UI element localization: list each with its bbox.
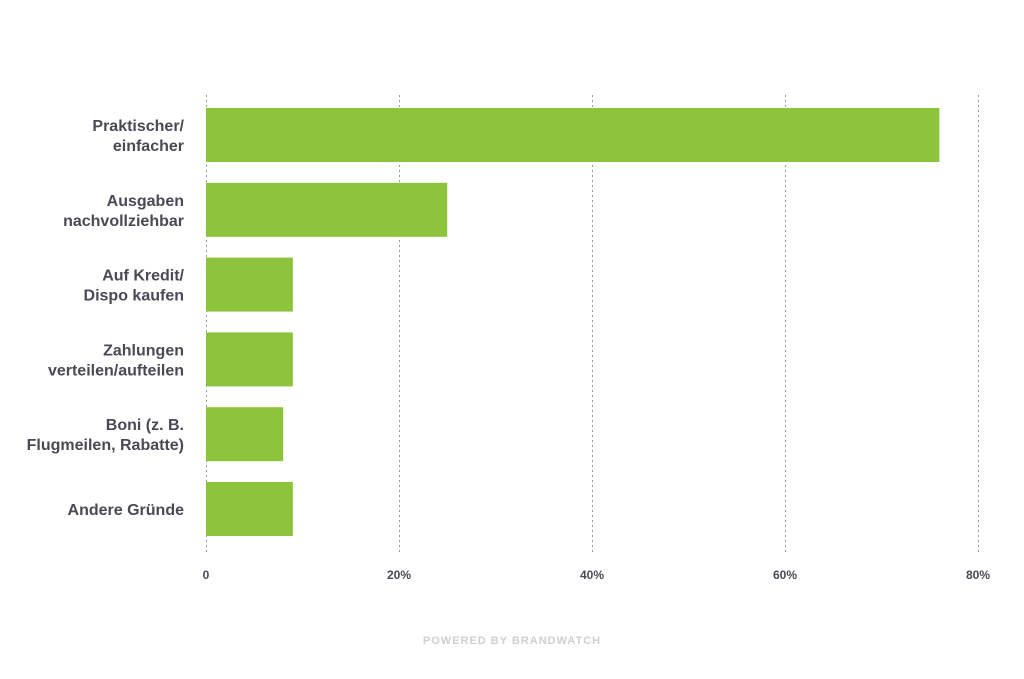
category-label-line: Andere Gründe: [68, 502, 185, 519]
category-label-line: verteilen/aufteilen: [48, 362, 184, 379]
bars: [206, 108, 940, 536]
category-label-line: einfacher: [113, 138, 184, 155]
category-label-line: Dispo kaufen: [84, 288, 184, 305]
x-tick-label: 80%: [966, 568, 990, 582]
category-label-4: Boni (z. B. Flugmeilen, Rabatte): [27, 417, 184, 454]
category-label-line: nachvollziehbar: [63, 213, 184, 230]
bar-0: [206, 108, 940, 162]
category-label-line: Zahlungen: [103, 342, 184, 359]
category-label-line: Praktischer/: [92, 118, 184, 135]
footer-credit: POWERED BY BRANDWATCH: [422, 635, 602, 647]
x-tick-label: 20%: [387, 568, 411, 582]
bar-2: [206, 257, 293, 312]
x-tick-label: 0: [203, 568, 210, 582]
x-tick-label: 40%: [580, 568, 604, 582]
category-label-0: Praktischer/einfacher: [92, 118, 184, 155]
x-tick-label: 60%: [773, 568, 797, 582]
bar-5: [206, 482, 293, 536]
category-label-3: Zahlungen verteilen/aufteilen: [48, 342, 184, 379]
category-label-5: Andere Gründe: [68, 502, 185, 519]
category-label-line: Flugmeilen, Rabatte): [27, 437, 184, 454]
category-label-line: Ausgaben: [107, 193, 184, 210]
bar-3: [206, 332, 293, 387]
bar-4: [206, 407, 284, 462]
x-axis-ticks: 0 20% 40% 60% 80%: [203, 568, 991, 582]
category-label-line: Boni (z. B.: [106, 417, 184, 434]
bar-1: [206, 182, 448, 237]
category-label-2: Auf Kredit/Dispo kaufen: [84, 268, 185, 305]
category-label-line: Auf Kredit/: [102, 268, 184, 285]
grid-lines: [206, 95, 979, 552]
category-labels: Praktischer/einfacher Ausgaben nachvollzie…: [27, 118, 185, 519]
category-label-1: Ausgaben nachvollziehbar: [63, 193, 184, 230]
